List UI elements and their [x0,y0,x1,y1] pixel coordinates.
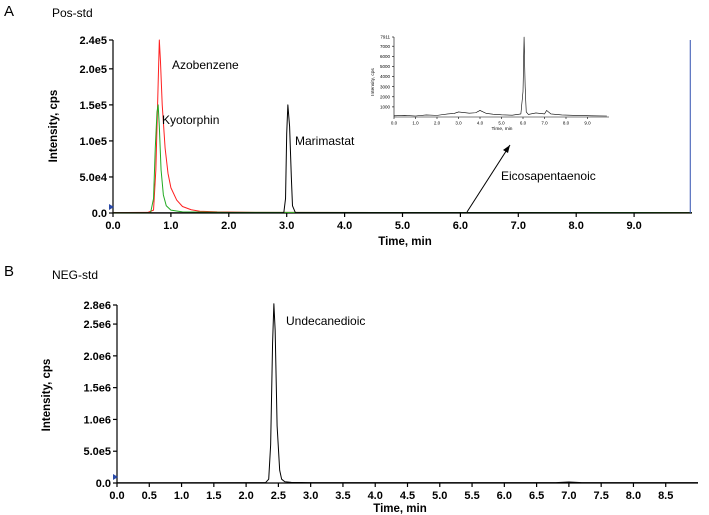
panel-a-series-1-line [112,104,693,214]
panel-a-series-2-line [112,104,693,214]
panel-b-x-tick-label: 0.5 [142,490,157,502]
inset-x-axis-title: Time, min [492,126,513,132]
panel-a-x-tick-label: 5.0 [395,220,410,232]
panel-b-axes [113,305,698,484]
inset-x-tick-label: 5.0 [498,121,505,126]
panel-a-x-tick-label: 7.0 [511,220,526,232]
inset-x-tick-label: 4.0 [477,121,484,126]
panel-a-x-tick-label: 4.0 [337,220,352,232]
panel-a-y-tick-label: 1.5e5 [79,100,107,112]
panel-a-series [112,39,693,214]
inset-y-tick-label: 1000 [380,105,391,110]
inset-x-tick-label: 7.0 [541,121,548,126]
panel-b-letter: B [4,263,14,280]
panel-a-y-tick-label: 1.0e5 [79,136,107,148]
inset-pointer-arrow [466,144,511,213]
panel-a-y-axis-title: Intensity, cps [48,90,60,163]
panel-b-y-axis-title: Intensity, cps [41,359,53,432]
panel-b: B NEG-std Intensity, cps Time, min 0.0 0.… [4,263,699,515]
panel-a-y-tick-label: 2.4e5 [79,35,107,47]
panel-b-y-tick-label: 2.5e6 [83,319,111,331]
panel-a-y-tick-label: 2.0e5 [79,64,107,76]
inset-y-tick-label: 4000 [380,74,391,79]
arrowhead-icon [503,145,510,153]
annotation-eicosapentaenoic: Eicosapentaenoic [501,169,596,183]
inset-x-tick-label: 2.0 [434,121,441,126]
inset-y-tick-label: 3000 [380,84,391,89]
inset-x-tick-label: 1.0 [412,121,419,126]
panel-a-x-tick-label: 8.0 [569,220,584,232]
panel-b-title: NEG-std [52,268,98,282]
inset-y-axis-title: Intensity, cps [370,68,376,96]
panel-a-x-tick-label: 6.0 [453,220,468,232]
inset-series-0-line [393,36,607,117]
annotation-marimastat: Marimastat [295,134,355,148]
inset-y-tick-label: 2000 [380,94,391,99]
panel-b-x-tick-label: 4.0 [368,490,383,502]
panel-a-title: Pos-std [52,6,93,20]
panel-b-y-tick-label: 2.0e6 [83,351,111,363]
panel-b-y-tick-label: 2.8e6 [83,300,111,312]
panel-b-x-tick-label: 3.0 [303,490,318,502]
panel-a-baseline-marker-icon [109,204,114,210]
panel-b-x-tick-label: 8.5 [658,490,673,502]
panel-b-x-tick-label: 1.5 [206,490,221,502]
inset-x-tick-label: 0.0 [391,121,398,126]
inset-y-tick-label: 7911 [380,35,390,40]
panel-b-x-tick-label: 8.0 [626,490,641,502]
panel-a-x-tick-label: 2.0 [221,220,236,232]
panel-a-inset: Intensity, cps Time, min 0.0 1.0 2.0 3.0 4.0… [370,35,609,132]
panel-b-x-tick-label: 2.0 [238,490,253,502]
panel-b-x-tick-label: 2.5 [271,490,286,502]
panel-b-x-tick-label: 6.5 [529,490,544,502]
inset-ticks: 0.0 1.0 2.0 3.0 4.0 5.0 6.0 7.0 8.0 9.0 1000 2000 30… [380,35,591,126]
panel-a-x-tick-label: 0.0 [105,220,120,232]
inset-x-tick-label: 8.0 [563,121,570,126]
inset-y-tick-label: 7000 [380,44,391,49]
panel-b-x-tick-label: 4.5 [400,490,415,502]
panel-b-series [116,303,699,484]
panel-a-x-tick-label: 9.0 [626,220,641,232]
inset-x-tick-label: 9.0 [584,121,591,126]
panel-b-x-axis-title: Time, min [373,503,426,515]
panel-a-x-axis-title: Time, min [378,236,431,248]
panel-b-x-tick-label: 5.0 [432,490,447,502]
panel-a-x-tick-label: 3.0 [279,220,294,232]
panel-b-x-tick-label: 3.5 [335,490,350,502]
panel-b-y-tick-label: 1.0e6 [83,414,111,426]
panel-a-y-tick-label: 0.0 [92,208,107,220]
panel-b-baseline-marker-icon [113,474,118,480]
panel-b-y-tick-label: 1.5e6 [83,383,111,395]
panel-b-x-tick-label: 7.5 [594,490,609,502]
panel-b-x-tick-label: 5.5 [464,490,479,502]
panel-a-ticks: 0.0 1.0 2.0 3.0 4.0 5.0 6.0 7.0 8.0 9.0 0.0 5.0e4 1.… [79,35,641,232]
panel-b-x-tick-label: 0.0 [109,490,124,502]
panel-b-x-tick-label: 7.0 [561,490,576,502]
panel-b-y-tick-label: 0.0 [96,478,111,490]
panel-a: A Pos-std Intensity, cps Time, min 0.0 1.… [4,3,693,248]
annotation-undecanedioic: Undecanedioic [286,314,365,328]
inset-x-tick-label: 6.0 [520,121,527,126]
inset-axes [393,37,609,118]
panel-a-letter: A [4,3,14,20]
annotation-azobenzene: Azobenzene [172,58,239,72]
inset-x-tick-label: 3.0 [455,121,462,126]
panel-b-series-0-line [116,303,699,484]
annotation-kyotorphin: Kyotorphin [162,113,219,127]
inset-series [393,36,607,117]
inset-y-tick-label: 5000 [380,64,391,69]
panel-a-x-tick-label: 1.0 [163,220,178,232]
panel-a-y-tick-label: 5.0e4 [79,172,107,184]
panel-b-ticks: 0.0 0.5 1.0 1.5 2.0 2.5 3.0 3.5 4.0 4.5 5.0 5.5 6.0 6… [83,300,673,502]
panel-a-series-0-line [112,39,693,214]
panel-b-x-tick-label: 6.0 [497,490,512,502]
inset-y-tick-label: 6000 [380,54,391,59]
panel-b-y-tick-label: 5.0e5 [83,446,111,458]
panel-b-x-tick-label: 1.0 [174,490,189,502]
